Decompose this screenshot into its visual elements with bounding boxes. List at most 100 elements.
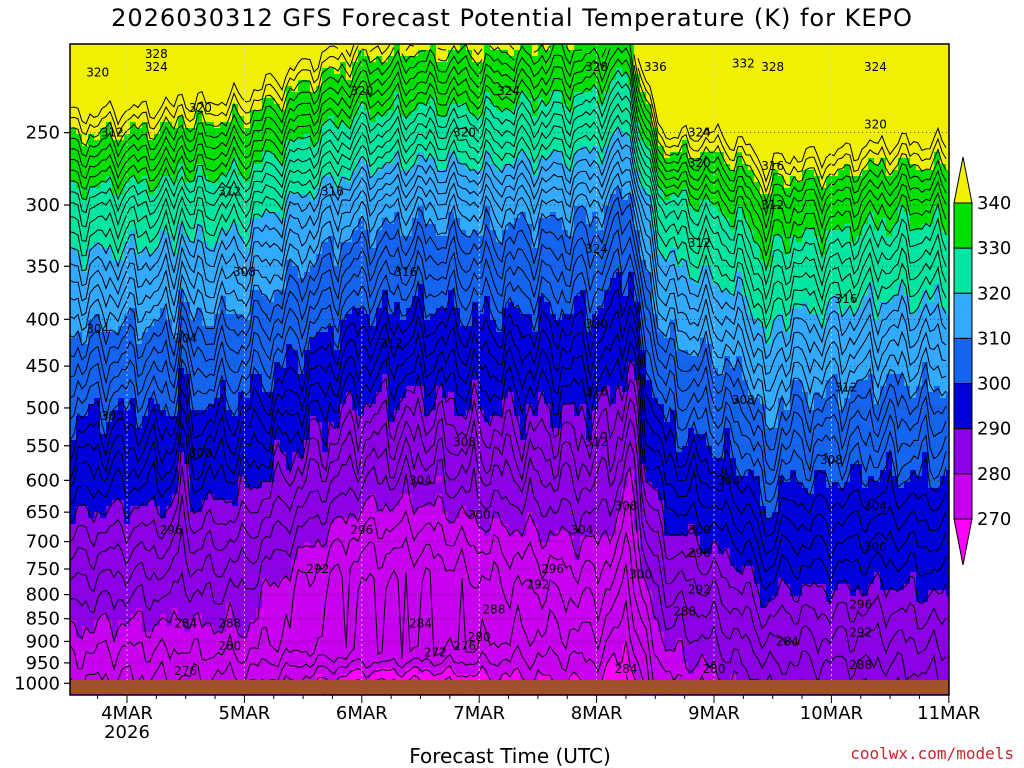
field-cell xyxy=(232,278,239,285)
field-cell xyxy=(256,206,263,213)
field-cell xyxy=(166,572,173,579)
field-cell xyxy=(130,254,137,261)
field-cell xyxy=(106,488,113,495)
field-cell xyxy=(274,152,281,159)
field-cell xyxy=(334,584,341,591)
field-cell xyxy=(142,386,149,393)
field-cell xyxy=(166,200,173,207)
field-cell xyxy=(82,500,89,507)
field-cell xyxy=(178,512,185,519)
field-cell xyxy=(94,638,101,645)
field-cell xyxy=(190,206,197,213)
field-cell xyxy=(142,254,149,261)
field-cell xyxy=(184,542,191,549)
field-cell xyxy=(202,668,209,675)
field-cell xyxy=(100,464,107,471)
field-cell xyxy=(214,314,221,321)
field-cell xyxy=(202,422,209,429)
field-cell xyxy=(238,200,245,207)
field-cell xyxy=(184,98,191,105)
field-cell xyxy=(202,488,209,495)
field-cell xyxy=(244,392,251,399)
field-cell xyxy=(214,560,221,567)
field-cell xyxy=(136,62,143,69)
field-cell xyxy=(172,602,179,609)
field-cell xyxy=(142,404,149,411)
field-cell xyxy=(202,500,209,507)
field-cell xyxy=(76,464,83,471)
field-cell xyxy=(274,230,281,237)
field-cell xyxy=(130,290,137,297)
field-cell xyxy=(256,170,263,177)
field-cell xyxy=(190,128,197,135)
field-cell xyxy=(250,326,257,333)
field-cell xyxy=(184,134,191,141)
field-cell xyxy=(226,164,233,171)
field-cell xyxy=(70,404,77,411)
field-cell xyxy=(274,356,281,363)
field-cell xyxy=(160,56,167,63)
field-cell xyxy=(106,362,113,369)
field-cell xyxy=(130,542,137,549)
field-cell xyxy=(148,500,155,507)
field-cell xyxy=(292,260,299,267)
field-cell xyxy=(226,410,233,417)
field-cell xyxy=(70,584,77,591)
field-cell xyxy=(256,176,263,183)
field-cell xyxy=(238,110,245,117)
field-cell xyxy=(142,200,149,207)
field-cell xyxy=(262,542,269,549)
field-cell xyxy=(94,374,101,381)
field-cell xyxy=(88,98,95,105)
field-cell xyxy=(256,260,263,267)
field-cell xyxy=(88,416,95,423)
field-cell xyxy=(250,308,257,315)
field-cell xyxy=(100,446,107,453)
field-cell xyxy=(154,470,161,477)
field-cell xyxy=(274,266,281,273)
field-cell xyxy=(244,644,251,651)
field-cell xyxy=(256,476,263,483)
field-cell xyxy=(82,182,89,189)
field-cell xyxy=(280,122,287,129)
field-cell xyxy=(184,266,191,273)
field-cell xyxy=(106,440,113,447)
field-cell xyxy=(238,176,245,183)
field-cell xyxy=(262,626,269,633)
field-cell xyxy=(316,452,323,459)
field-cell xyxy=(112,332,119,339)
field-cell xyxy=(136,68,143,75)
field-cell xyxy=(196,662,203,669)
field-cell xyxy=(256,578,263,585)
field-cell xyxy=(184,44,191,51)
field-cell xyxy=(118,536,125,543)
field-cell xyxy=(220,662,227,669)
field-cell xyxy=(112,338,119,345)
field-cell xyxy=(172,620,179,627)
field-cell xyxy=(220,374,227,381)
field-cell xyxy=(148,368,155,375)
field-cell xyxy=(172,398,179,405)
field-cell xyxy=(112,116,119,123)
field-cell xyxy=(70,572,77,579)
field-cell xyxy=(166,56,173,63)
field-cell xyxy=(100,440,107,447)
field-cell xyxy=(214,452,221,459)
field-cell xyxy=(274,86,281,93)
field-cell xyxy=(196,422,203,429)
field-cell xyxy=(94,608,101,615)
field-cell xyxy=(232,416,239,423)
field-cell xyxy=(142,662,149,669)
field-cell xyxy=(232,458,239,465)
field-cell xyxy=(262,458,269,465)
field-cell xyxy=(124,548,131,555)
field-cell xyxy=(82,596,89,603)
field-cell xyxy=(226,608,233,615)
field-cell xyxy=(124,428,131,435)
field-cell xyxy=(268,308,275,315)
field-cell xyxy=(136,230,143,237)
field-cell xyxy=(268,578,275,585)
field-cell xyxy=(244,170,251,177)
field-cell xyxy=(274,170,281,177)
field-cell xyxy=(292,398,299,405)
